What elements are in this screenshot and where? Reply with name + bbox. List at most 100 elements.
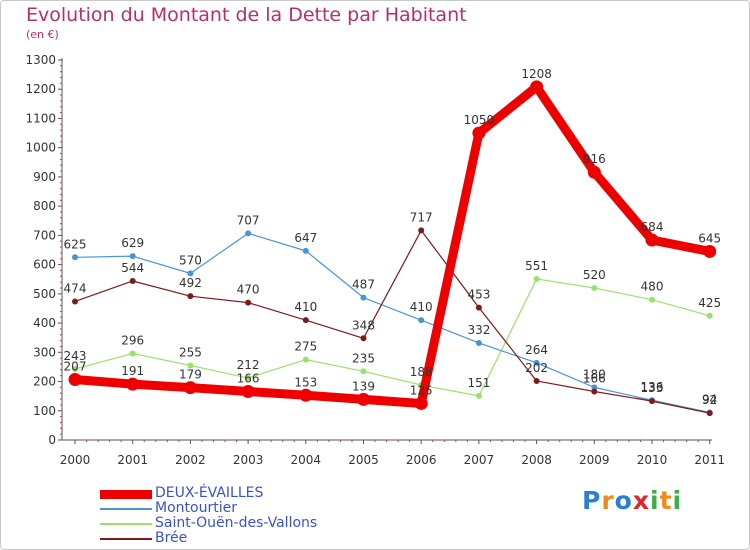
chart-title: Evolution du Montant de la Dette par Hab… <box>26 4 467 26</box>
data-point <box>475 392 482 399</box>
data-point <box>245 375 252 382</box>
logo-letter: i <box>650 486 660 515</box>
x-tick-label: 2001 <box>117 453 148 467</box>
data-label: 255 <box>179 345 202 359</box>
x-tick-label: 2006 <box>406 453 437 467</box>
data-label: 202 <box>525 361 548 375</box>
data-point <box>414 396 428 410</box>
data-label: 1208 <box>521 67 552 81</box>
logo-letter: i <box>672 486 683 515</box>
legend-swatch <box>100 508 152 510</box>
data-point <box>129 253 136 260</box>
data-label: 645 <box>698 231 721 245</box>
data-label: 136 <box>641 380 664 394</box>
y-tick-label: 500 <box>33 287 56 301</box>
y-tick-label: 200 <box>33 375 56 389</box>
data-point <box>245 230 252 237</box>
y-tick-label: 1000 <box>25 141 56 155</box>
data-point <box>187 362 194 369</box>
data-point <box>703 244 717 258</box>
x-tick-label: 2004 <box>291 453 322 467</box>
data-label: 684 <box>641 220 664 234</box>
x-tick-label: 2011 <box>694 453 725 467</box>
legend-label: Montourtier <box>155 500 237 516</box>
data-point <box>72 254 78 261</box>
y-tick-label: 100 <box>33 404 56 418</box>
y-tick-label: 300 <box>33 345 56 359</box>
data-label: 1050 <box>464 113 495 127</box>
data-label: 492 <box>179 276 202 290</box>
data-point <box>357 392 370 406</box>
data-label: 166 <box>583 371 606 385</box>
data-point <box>299 388 313 402</box>
y-tick-label: 600 <box>33 258 56 272</box>
y-tick-label: 1200 <box>25 82 56 96</box>
y-tick-label: 1100 <box>25 111 56 125</box>
series-line-2 <box>74 278 711 397</box>
data-point <box>183 381 197 395</box>
data-label: 191 <box>121 364 144 378</box>
data-point <box>302 317 309 324</box>
data-label: 916 <box>583 152 606 166</box>
data-label: 94 <box>702 393 717 407</box>
data-label: 179 <box>179 368 202 382</box>
series-line-0 <box>70 82 715 408</box>
data-point <box>591 388 598 395</box>
data-label: 570 <box>179 253 202 267</box>
data-label: 717 <box>410 210 433 224</box>
data-point <box>72 365 78 372</box>
data-point <box>129 350 136 357</box>
data-label: 551 <box>525 259 548 273</box>
data-point <box>360 368 367 375</box>
legend-swatch <box>100 523 152 525</box>
series-line-3 <box>74 229 711 414</box>
data-label: 188 <box>410 365 433 379</box>
data-label: 470 <box>237 283 260 297</box>
legend-swatch <box>100 538 152 540</box>
x-tick-label: 2003 <box>233 453 264 467</box>
x-tick-label: 2000 <box>60 453 91 467</box>
logo-letter: t <box>659 486 673 515</box>
legend-label: DEUX-ÉVAILLES <box>155 485 264 501</box>
data-label: 212 <box>237 358 260 372</box>
data-point <box>472 126 486 140</box>
data-label: 707 <box>237 213 260 227</box>
proxiti-logo: Proxiti <box>582 486 682 515</box>
data-point <box>245 299 252 306</box>
logo-letter: P <box>582 486 602 515</box>
data-label: 410 <box>410 300 433 314</box>
data-label: 625 <box>64 237 87 251</box>
data-label: 520 <box>583 268 606 282</box>
data-label: 332 <box>467 323 490 337</box>
data-label: 133 <box>641 381 664 395</box>
data-point <box>475 339 482 346</box>
data-point <box>129 277 136 284</box>
y-tick-label: 1300 <box>25 53 56 67</box>
data-point <box>587 165 601 179</box>
data-label: 125 <box>410 383 433 397</box>
data-point <box>649 398 655 405</box>
data-label: 153 <box>294 375 317 389</box>
data-point <box>418 317 425 324</box>
data-label: 544 <box>121 261 144 275</box>
logo-letter: x <box>632 486 650 515</box>
series-line-1 <box>74 232 711 414</box>
data-point <box>649 296 655 303</box>
y-tick-label: 400 <box>33 316 56 330</box>
x-tick-label: 2005 <box>348 453 379 467</box>
data-point <box>533 359 540 366</box>
data-point <box>591 285 598 291</box>
legend-label: Saint-Ouën-des-Vallons <box>155 515 318 531</box>
data-label: 410 <box>294 300 317 314</box>
y-tick-label: 800 <box>33 199 56 213</box>
logo-letter: r <box>601 486 615 515</box>
data-point <box>360 294 367 301</box>
data-point <box>360 335 367 342</box>
data-label: 235 <box>352 351 375 365</box>
data-point <box>72 298 78 305</box>
data-label: 480 <box>641 280 664 294</box>
y-tick-label: 0 <box>48 433 56 447</box>
data-label: 474 <box>64 281 87 295</box>
data-label: 275 <box>294 340 317 354</box>
